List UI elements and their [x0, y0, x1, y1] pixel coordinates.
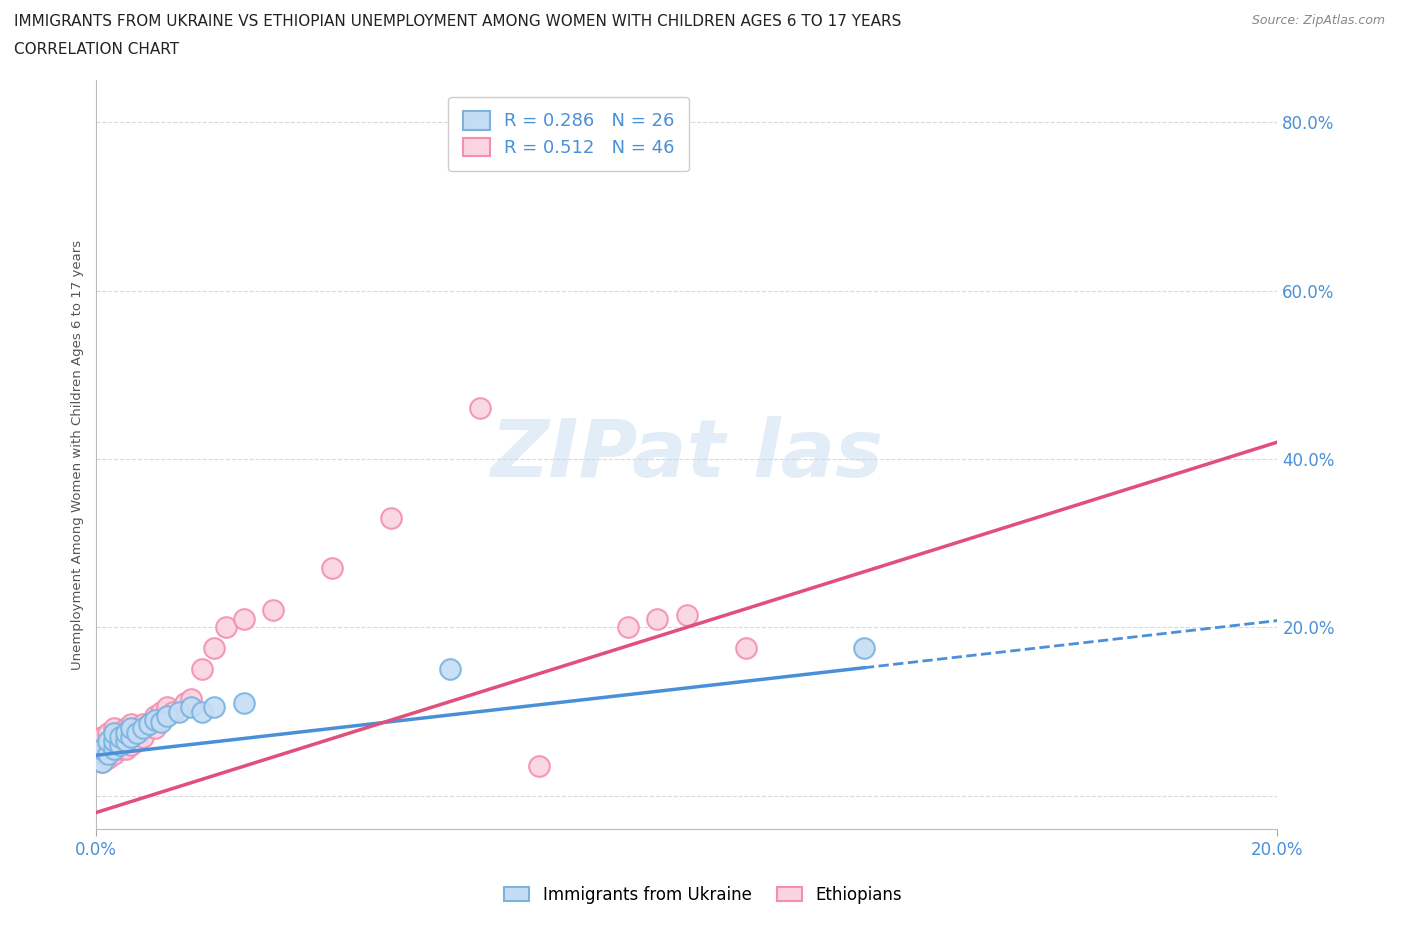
- Point: [91, 754, 114, 769]
- Point: [114, 721, 136, 736]
- Point: [167, 704, 190, 719]
- Point: [103, 746, 125, 761]
- Point: [108, 737, 131, 752]
- Point: [114, 742, 136, 757]
- Point: [97, 725, 120, 740]
- Y-axis label: Unemployment Among Women with Children Ages 6 to 17 years: Unemployment Among Women with Children A…: [72, 240, 84, 670]
- Point: [108, 742, 131, 757]
- Point: [108, 729, 131, 744]
- Point: [232, 612, 254, 627]
- Point: [138, 717, 160, 732]
- Point: [150, 704, 173, 719]
- Point: [114, 734, 136, 749]
- Point: [91, 746, 114, 761]
- Point: [114, 734, 136, 749]
- Point: [645, 612, 668, 627]
- Point: [439, 662, 461, 677]
- Point: [156, 709, 179, 724]
- Point: [468, 401, 491, 416]
- Point: [114, 725, 136, 740]
- Point: [103, 721, 125, 736]
- Point: [91, 737, 114, 752]
- Point: [162, 704, 184, 719]
- Point: [150, 714, 173, 729]
- Point: [97, 734, 120, 749]
- Point: [138, 717, 160, 732]
- Point: [143, 709, 166, 724]
- Point: [103, 737, 125, 752]
- Point: [734, 641, 756, 656]
- Text: CORRELATION CHART: CORRELATION CHART: [14, 42, 179, 57]
- Point: [97, 751, 120, 765]
- Point: [202, 641, 225, 656]
- Point: [108, 725, 131, 740]
- Point: [97, 742, 120, 757]
- Point: [97, 746, 120, 761]
- Point: [191, 662, 214, 677]
- Point: [321, 561, 343, 576]
- Point: [215, 620, 238, 635]
- Point: [103, 725, 125, 740]
- Point: [156, 700, 179, 715]
- Point: [132, 717, 155, 732]
- Point: [127, 725, 149, 740]
- Point: [202, 700, 225, 715]
- Point: [103, 729, 125, 744]
- Point: [616, 620, 638, 635]
- Point: [97, 734, 120, 749]
- Point: [262, 603, 284, 618]
- Point: [180, 700, 202, 715]
- Point: [132, 721, 155, 736]
- Point: [527, 759, 550, 774]
- Point: [121, 729, 143, 744]
- Point: [108, 734, 131, 749]
- Point: [191, 704, 214, 719]
- Point: [852, 641, 875, 656]
- Point: [143, 712, 166, 727]
- Point: [91, 729, 114, 744]
- Point: [121, 721, 143, 736]
- Legend: Immigrants from Ukraine, Ethiopians: Immigrants from Ukraine, Ethiopians: [491, 872, 915, 917]
- Point: [180, 692, 202, 707]
- Point: [127, 734, 149, 749]
- Point: [380, 511, 402, 525]
- Point: [132, 729, 155, 744]
- Text: IMMIGRANTS FROM UKRAINE VS ETHIOPIAN UNEMPLOYMENT AMONG WOMEN WITH CHILDREN AGES: IMMIGRANTS FROM UKRAINE VS ETHIOPIAN UNE…: [14, 14, 901, 29]
- Point: [232, 696, 254, 711]
- Point: [121, 737, 143, 752]
- Point: [127, 721, 149, 736]
- Point: [675, 607, 697, 622]
- Point: [173, 696, 195, 711]
- Point: [91, 742, 114, 757]
- Point: [91, 754, 114, 769]
- Text: ZIPat las: ZIPat las: [491, 416, 883, 494]
- Point: [121, 729, 143, 744]
- Point: [143, 721, 166, 736]
- Legend: R = 0.286   N = 26, R = 0.512   N = 46: R = 0.286 N = 26, R = 0.512 N = 46: [449, 97, 689, 171]
- Text: Source: ZipAtlas.com: Source: ZipAtlas.com: [1251, 14, 1385, 27]
- Point: [103, 742, 125, 757]
- Point: [103, 734, 125, 749]
- Point: [121, 717, 143, 732]
